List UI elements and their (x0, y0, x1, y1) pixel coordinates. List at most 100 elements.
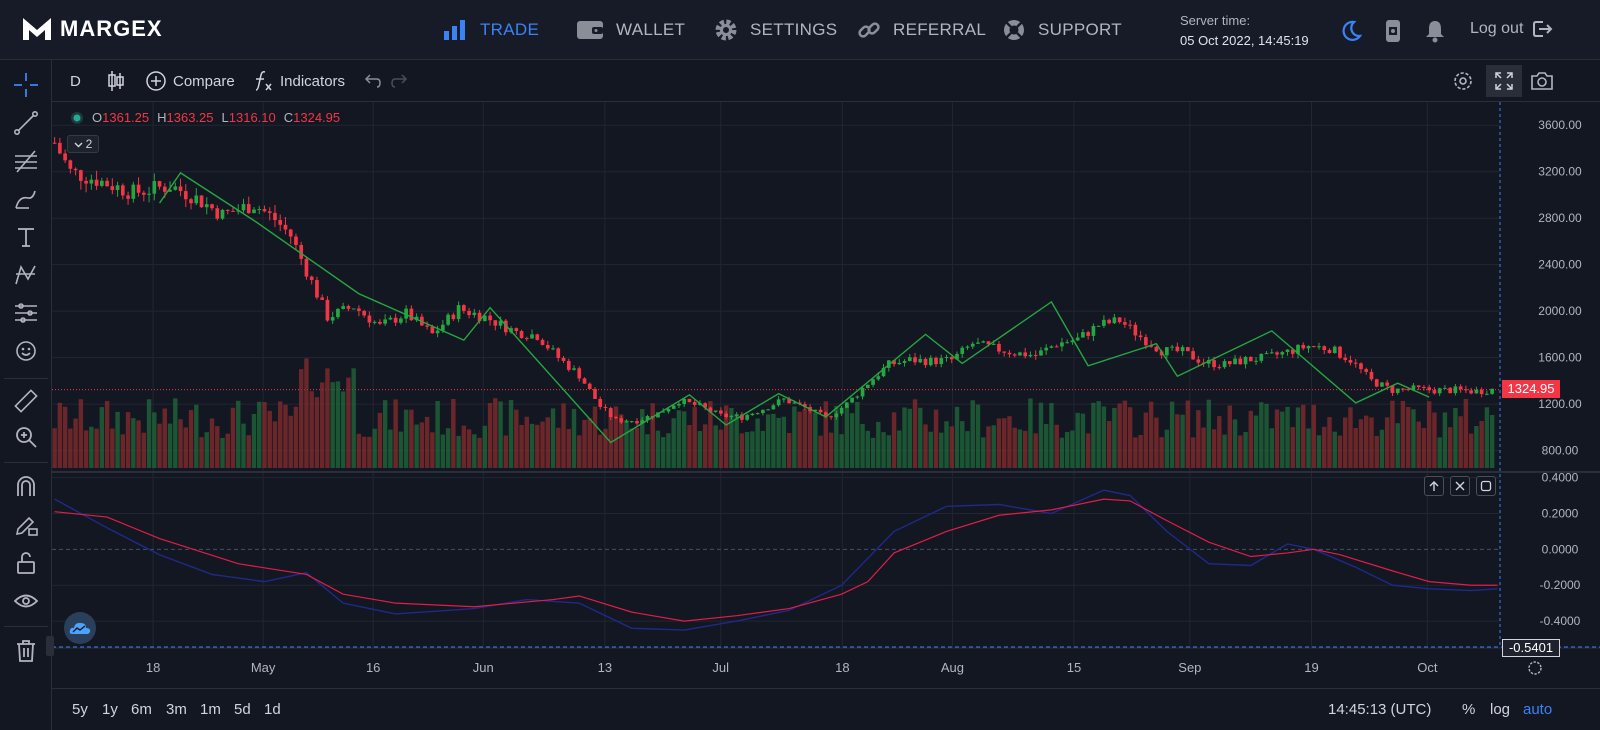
measure-tool[interactable] (11, 386, 41, 416)
compare-button[interactable]: Compare (145, 70, 235, 92)
range-1y[interactable]: 1y (102, 701, 118, 718)
nav-wallet[interactable]: WALLET (576, 17, 685, 43)
visibility-tool[interactable] (11, 586, 41, 616)
volume-bar (708, 401, 713, 468)
fib-tool[interactable] (11, 146, 41, 176)
mobile-phone-icon (1386, 20, 1400, 42)
fullscreen-button[interactable] (1486, 65, 1522, 97)
pane-close-button[interactable] (1450, 476, 1470, 496)
emoji-tool[interactable] (11, 336, 41, 366)
candle-body (782, 398, 786, 400)
candle-body (1296, 344, 1300, 354)
volume-bar (645, 434, 650, 468)
candle-body (892, 360, 896, 365)
volume-bar (1332, 431, 1337, 468)
log-scale-toggle[interactable]: log (1490, 701, 1511, 718)
delete-drawings-tool[interactable] (11, 636, 41, 666)
pane-move-up-button[interactable] (1424, 476, 1444, 496)
chart-type-button[interactable] (106, 70, 126, 92)
nav-referral[interactable]: REFERRAL (857, 17, 986, 43)
range-5d[interactable]: 5d (234, 701, 251, 718)
volume-bar (1175, 414, 1180, 468)
candle-body (173, 186, 178, 190)
volume-bar (199, 437, 204, 468)
undo-button[interactable] (362, 70, 382, 92)
volume-bar (907, 408, 912, 468)
range-6m[interactable]: 6m (131, 701, 152, 718)
candle-body (1280, 352, 1285, 355)
range-1m[interactable]: 1m (200, 701, 221, 718)
chart-settings-button[interactable] (1452, 70, 1474, 92)
zigzag-line (158, 171, 1430, 444)
utc-clock[interactable]: 14:45:13 (UTC) (1328, 701, 1432, 718)
ohlc-legend: O1361.25 H1363.25 L1316.10 C1324.95 (70, 110, 340, 125)
range-5y[interactable]: 5y (72, 701, 88, 718)
volume-bar (786, 433, 792, 468)
redo-button[interactable] (390, 70, 410, 92)
crosshair-tool[interactable] (11, 70, 41, 100)
volume-bar (419, 422, 425, 468)
margex-logo[interactable]: MARGEX (22, 16, 163, 42)
nav-trade[interactable]: TRADE (442, 17, 539, 43)
candle-body (1285, 349, 1290, 353)
candle-body (1039, 350, 1043, 356)
volume-bar (424, 416, 430, 468)
dark-mode-toggle[interactable] (1338, 18, 1364, 44)
lock-drawings-tool[interactable] (11, 510, 41, 540)
volume-bar (834, 405, 839, 468)
candle-body (147, 193, 151, 195)
percent-scale-toggle[interactable]: % (1462, 701, 1476, 718)
magnet-tool[interactable] (11, 472, 41, 502)
unlock-tool[interactable] (11, 548, 41, 578)
candle-body (1464, 389, 1468, 391)
zigzag-polyline (158, 171, 1430, 444)
nav-settings[interactable]: SETTINGS (714, 17, 837, 43)
toolbar-collapse-handle[interactable] (46, 636, 54, 656)
candle-body (787, 398, 791, 404)
price-chart[interactable]: 3600.003200.002800.002400.002000.001600.… (52, 102, 1600, 688)
volume-bar (1017, 429, 1023, 468)
trend-line-tool[interactable] (11, 108, 41, 138)
volume-bar (933, 409, 939, 468)
candle-body (325, 299, 330, 321)
prediction-tool[interactable] (11, 298, 41, 328)
mobile-app-button[interactable] (1380, 18, 1406, 44)
volume-bar (183, 427, 188, 468)
volume-bar (1112, 407, 1117, 468)
indicators-button[interactable]: Indicators (252, 70, 345, 92)
study-toggle[interactable]: 2 (67, 135, 99, 153)
candle-body (498, 320, 503, 326)
volume-bar (729, 407, 734, 468)
pattern-tool[interactable] (11, 260, 41, 290)
pane-maximize-button[interactable] (1476, 476, 1496, 496)
zoom-tool[interactable] (11, 422, 41, 452)
axis-gear-icon[interactable] (1528, 661, 1542, 675)
volume-bar (1007, 416, 1012, 468)
nav-support[interactable]: SUPPORT (1002, 17, 1122, 43)
candle-body (519, 331, 524, 339)
volume-bar (110, 428, 115, 468)
volume-bar (225, 433, 230, 468)
brush-tool[interactable] (11, 184, 41, 214)
range-1d[interactable]: 1d (264, 701, 281, 718)
volume-bar (309, 391, 314, 468)
candle-body (1128, 324, 1132, 326)
candle-body (1175, 346, 1180, 352)
range-3m[interactable]: 3m (166, 701, 187, 718)
candle-body (204, 204, 209, 208)
candle-body (388, 317, 393, 320)
candle-body (1060, 342, 1064, 347)
auto-scale-toggle[interactable]: auto (1523, 701, 1553, 718)
notifications-button[interactable] (1422, 18, 1448, 44)
logout-button[interactable]: Log out (1470, 18, 1553, 40)
volume-bar (204, 432, 209, 468)
price-tick-label: 3600.00 (1538, 118, 1582, 132)
text-tool[interactable] (11, 222, 41, 252)
volume-bar (377, 412, 383, 468)
snapshot-button[interactable] (1530, 70, 1554, 92)
volume-bar (1369, 417, 1374, 468)
interval-selector[interactable]: D (70, 70, 81, 92)
volume-bar (1127, 407, 1133, 468)
candle-body (1028, 354, 1033, 357)
tradingview-logo-button[interactable] (64, 612, 96, 644)
